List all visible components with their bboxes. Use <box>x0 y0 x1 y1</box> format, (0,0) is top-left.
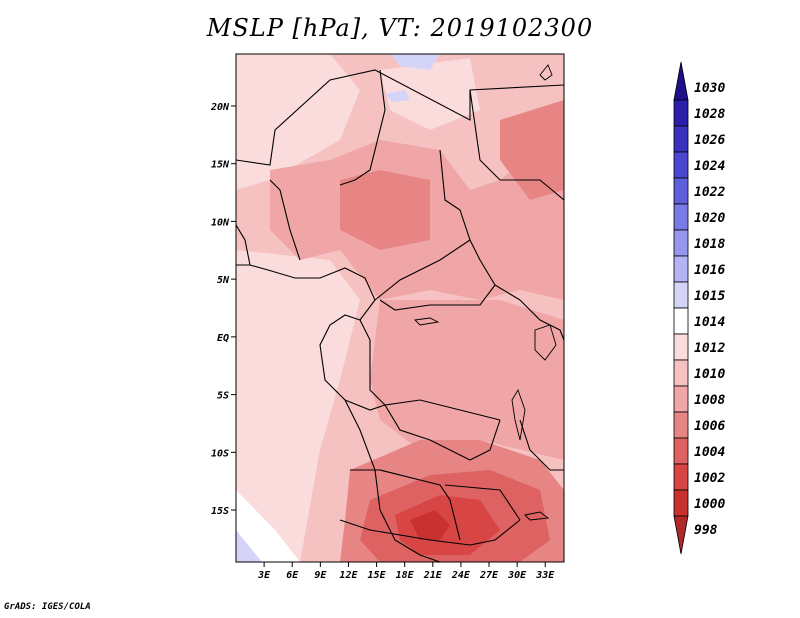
colorbar-swatch <box>673 359 689 387</box>
colorbar-label: 1024 <box>694 159 725 174</box>
colorbar-label: 1004 <box>694 445 725 460</box>
colorbar-swatch <box>673 281 689 309</box>
colorbar-swatch <box>673 489 689 517</box>
lon-tick-label: 27E <box>479 570 499 581</box>
map-frame <box>235 53 565 563</box>
colorbar-swatch <box>673 203 689 231</box>
colorbar-label: 1006 <box>694 419 725 434</box>
lon-tick-label: 33E <box>535 570 555 581</box>
colorbar-swatch <box>673 437 689 465</box>
colorbar-label: 1015 <box>694 289 725 304</box>
colorbar-label: 1010 <box>694 367 725 382</box>
colorbar-swatch <box>673 61 689 101</box>
lat-tick-label: 5N <box>217 275 230 286</box>
colorbar-swatch <box>673 125 689 153</box>
lakes-coastline <box>414 64 557 521</box>
colorbar-label: 1000 <box>694 497 725 512</box>
colorbar-swatch <box>673 515 689 555</box>
grads-credit: GrADS: IGES/COLA <box>4 602 91 612</box>
colorbar: 1030 1028 1026 1024 1022 1020 1018 1016 1015 1014… <box>673 61 725 555</box>
lat-tick-label: 20N <box>210 102 230 113</box>
lon-tick-label: 12E <box>339 570 358 581</box>
lat-tick-label: 15S <box>211 506 229 517</box>
colorbar-label: 1026 <box>694 133 725 148</box>
colorbar-swatch <box>673 385 689 413</box>
colorbar-label: 1016 <box>694 263 725 278</box>
colorbar-label: 1028 <box>694 107 725 122</box>
longitude-axis: 3E 6E 9E 12E 15E 18E 21E 24E 27E 30E 33E <box>257 562 555 581</box>
colorbar-label: 1020 <box>694 211 725 226</box>
colorbar-label: 1012 <box>694 341 725 356</box>
colorbar-label: 1014 <box>694 315 725 330</box>
lon-tick-label: 15E <box>368 570 387 581</box>
colorbar-swatch <box>673 151 689 179</box>
lat-tick-label: 10S <box>211 448 229 459</box>
colorbar-label: 1008 <box>694 393 725 408</box>
map-title: MSLP [hPa], VT: 2019102300 <box>206 14 594 42</box>
colorbar-swatch <box>673 333 689 361</box>
colorbar-swatch <box>673 307 689 335</box>
lat-tick-label: EQ <box>217 333 229 344</box>
colorbar-label: 1018 <box>694 237 725 252</box>
colorbar-swatch <box>673 411 689 439</box>
lat-tick-label: 15N <box>211 160 230 171</box>
lon-tick-label: 9E <box>314 570 327 581</box>
colorbar-label: 1002 <box>694 471 725 486</box>
colorbar-label: 998 <box>694 523 718 538</box>
colorbar-swatch <box>673 177 689 205</box>
lon-tick-label: 18E <box>396 570 415 581</box>
country-borders <box>236 69 564 562</box>
colorbar-swatch <box>673 99 689 127</box>
lon-tick-label: 24E <box>451 570 471 581</box>
colorbar-swatch <box>673 229 689 257</box>
colorbar-label: 1022 <box>694 185 725 200</box>
colorbar-swatch <box>673 255 689 283</box>
colorbar-swatch <box>673 463 689 491</box>
latitude-axis: 20N 15N 10N 5N EQ 5S 10S 15S <box>210 102 236 517</box>
lon-tick-label: 6E <box>286 570 299 581</box>
lon-tick-label: 30E <box>507 570 527 581</box>
lon-tick-label: 21E <box>423 570 443 581</box>
lat-tick-label: 5S <box>217 391 229 402</box>
colorbar-label: 1030 <box>694 81 725 96</box>
lat-tick-label: 10N <box>211 217 230 228</box>
pressure-field <box>236 54 564 562</box>
lon-tick-label: 3E <box>257 570 271 581</box>
